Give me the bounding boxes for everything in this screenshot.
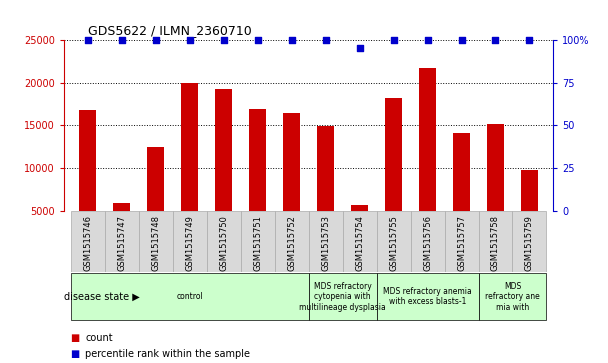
Text: ■: ■ bbox=[70, 333, 79, 343]
Bar bbox=[317, 126, 334, 253]
Bar bbox=[79, 110, 96, 253]
Text: GSM1515758: GSM1515758 bbox=[491, 215, 500, 271]
Bar bbox=[513, 211, 547, 272]
Point bbox=[457, 37, 466, 43]
Text: ■: ■ bbox=[70, 349, 79, 359]
Bar bbox=[249, 109, 266, 253]
Bar bbox=[385, 98, 402, 253]
Bar bbox=[478, 211, 513, 272]
Text: GSM1515759: GSM1515759 bbox=[525, 215, 534, 271]
Point bbox=[219, 37, 229, 43]
Bar bbox=[444, 211, 478, 272]
Text: GSM1515748: GSM1515748 bbox=[151, 215, 160, 271]
Bar bbox=[410, 211, 444, 272]
Text: GSM1515746: GSM1515746 bbox=[83, 215, 92, 271]
Bar bbox=[173, 211, 207, 272]
Bar bbox=[487, 125, 504, 253]
Text: percentile rank within the sample: percentile rank within the sample bbox=[85, 349, 250, 359]
Point bbox=[287, 37, 297, 43]
Bar bbox=[147, 147, 164, 253]
Bar bbox=[376, 211, 410, 272]
Point bbox=[83, 37, 92, 43]
Point bbox=[185, 37, 195, 43]
Point bbox=[491, 37, 500, 43]
Text: GSM1515749: GSM1515749 bbox=[185, 215, 194, 271]
Text: disease state ▶: disease state ▶ bbox=[64, 292, 140, 302]
Text: control: control bbox=[176, 292, 203, 301]
Point bbox=[320, 37, 330, 43]
Text: GSM1515756: GSM1515756 bbox=[423, 215, 432, 271]
Point bbox=[151, 37, 161, 43]
Text: GSM1515750: GSM1515750 bbox=[219, 215, 228, 271]
Text: MDS refractory
cytopenia with
multilineage dysplasia: MDS refractory cytopenia with multilinea… bbox=[299, 282, 386, 312]
Bar bbox=[376, 273, 478, 320]
Bar bbox=[351, 205, 368, 253]
Point bbox=[117, 37, 126, 43]
Bar bbox=[71, 273, 308, 320]
Bar bbox=[419, 68, 436, 253]
Bar bbox=[71, 211, 105, 272]
Bar bbox=[207, 211, 241, 272]
Point bbox=[354, 46, 364, 52]
Bar bbox=[478, 273, 547, 320]
Bar bbox=[275, 211, 308, 272]
Bar bbox=[308, 211, 342, 272]
Text: GDS5622 / ILMN_2360710: GDS5622 / ILMN_2360710 bbox=[88, 24, 252, 37]
Text: GSM1515754: GSM1515754 bbox=[355, 215, 364, 271]
Text: GSM1515757: GSM1515757 bbox=[457, 215, 466, 271]
Bar bbox=[342, 211, 376, 272]
Bar bbox=[283, 113, 300, 253]
Bar bbox=[241, 211, 275, 272]
Bar bbox=[139, 211, 173, 272]
Bar bbox=[308, 273, 376, 320]
Text: MDS
refractory ane
mia with: MDS refractory ane mia with bbox=[485, 282, 540, 312]
Text: GSM1515752: GSM1515752 bbox=[287, 215, 296, 271]
Point bbox=[423, 37, 432, 43]
Bar bbox=[105, 211, 139, 272]
Bar bbox=[181, 82, 198, 253]
Point bbox=[253, 37, 263, 43]
Bar bbox=[453, 133, 470, 253]
Point bbox=[525, 37, 534, 43]
Bar bbox=[521, 170, 538, 253]
Bar bbox=[113, 203, 130, 253]
Point bbox=[389, 37, 398, 43]
Text: GSM1515747: GSM1515747 bbox=[117, 215, 126, 271]
Text: GSM1515753: GSM1515753 bbox=[321, 215, 330, 271]
Text: GSM1515751: GSM1515751 bbox=[253, 215, 262, 271]
Text: count: count bbox=[85, 333, 112, 343]
Bar bbox=[215, 89, 232, 253]
Text: GSM1515755: GSM1515755 bbox=[389, 215, 398, 271]
Text: MDS refractory anemia
with excess blasts-1: MDS refractory anemia with excess blasts… bbox=[383, 287, 472, 306]
